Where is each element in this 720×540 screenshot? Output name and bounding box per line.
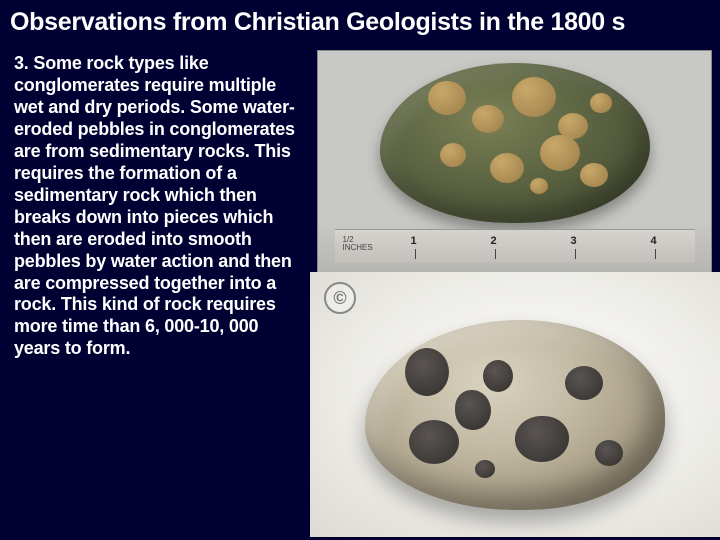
ruler: 1/2 INCHES 1 2 3 4 xyxy=(335,229,695,263)
ruler-number: 3 xyxy=(571,235,577,247)
copyright-icon: © xyxy=(324,282,356,314)
tan-clast xyxy=(512,77,556,117)
dark-clast xyxy=(455,390,491,430)
dark-clast xyxy=(515,416,569,462)
tan-clast xyxy=(440,143,466,167)
dark-clast xyxy=(405,348,449,396)
dark-clast xyxy=(565,366,603,400)
ruler-number: 2 xyxy=(491,235,497,247)
top-rock-image: 1/2 INCHES 1 2 3 4 xyxy=(317,50,712,280)
ruler-unit-label: 1/2 INCHES xyxy=(343,236,373,252)
tan-clast xyxy=(490,153,524,183)
dark-clast xyxy=(483,360,513,392)
dark-clast xyxy=(409,420,459,464)
body-text: 3. Some rock types like conglomerates re… xyxy=(14,53,304,360)
tan-clast xyxy=(540,135,580,171)
tan-clast xyxy=(590,93,612,113)
dark-clast xyxy=(475,460,495,478)
ruler-number: 4 xyxy=(651,235,657,247)
tan-clast xyxy=(472,105,504,133)
tan-clast xyxy=(530,178,548,194)
green-conglomerate-pebble xyxy=(380,63,650,223)
bottom-rock-image: © xyxy=(310,272,720,537)
tan-clast xyxy=(580,163,608,187)
dark-clast xyxy=(595,440,623,466)
ruler-number: 1 xyxy=(411,235,417,247)
slide-title: Observations from Christian Geologists i… xyxy=(0,0,720,43)
tan-clast xyxy=(428,81,466,115)
tan-conglomerate-pebble xyxy=(365,320,665,510)
